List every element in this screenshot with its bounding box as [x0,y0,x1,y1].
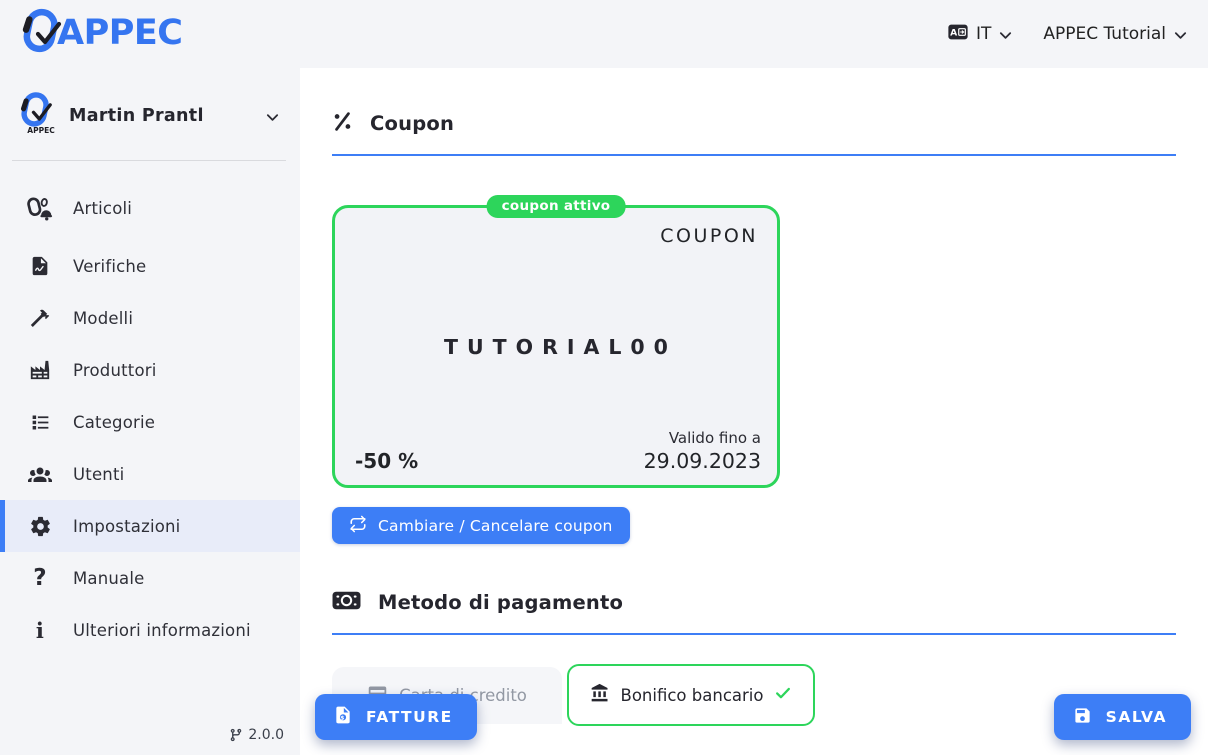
sidebar-item-produttori[interactable]: Produttori [0,344,300,396]
payment-method-tabs: Carta di credito Bonifico bancario [332,664,1176,726]
coupon-code: TUTORIAL00 [444,334,677,359]
svg-text:APPEC: APPEC [27,126,55,135]
top-header: APPEC A IT APPEC Tutorial [0,0,1208,68]
change-cancel-coupon-label: Cambiare / Cancelare coupon [378,516,613,535]
translate-icon: A [947,21,969,48]
sidebar-item-ulteriori-informazioni[interactable]: i Ulteriori informazioni [0,604,300,656]
coupon-validity: Valido fino a 29.09.2023 [644,429,761,473]
sidebar-item-label: Articoli [73,198,133,218]
valid-until-date: 29.09.2023 [643,449,761,473]
coupon-card: coupon attivo COUPON TUTORIAL00 -50 % Va… [332,195,780,488]
carabiner-logo-small-icon: APPEC [16,91,56,141]
sidebar-divider [12,160,286,161]
info-icon: i [35,617,45,643]
sidebar-item-label: Ulteriori informazioni [73,620,251,640]
version-label: 2.0.0 [248,727,284,743]
change-cancel-coupon-button[interactable]: Cambiare / Cancelare coupon [332,507,630,544]
language-selector[interactable]: A IT [947,21,1013,48]
users-icon [23,462,57,486]
coupon-discount: -50 % [355,449,419,473]
tab-label: Bonifico bancario [620,685,764,705]
climbing-gear-icon [23,196,57,221]
fatture-label: FATTURE [366,708,453,726]
tab-bonifico-bancario[interactable]: Bonifico bancario [567,664,815,726]
factory-icon [23,359,57,381]
salva-button[interactable]: SALVA [1053,694,1191,740]
coupon-section-title: Coupon [370,111,455,135]
question-icon: ? [33,565,47,591]
coupon-card-heading: COUPON [660,225,758,247]
coupon-section-header: Coupon [332,108,1176,138]
percent-icon [332,111,353,136]
sidebar-item-label: Impostazioni [73,516,181,536]
sidebar-nav: Articoli Verifiche Modelli Produttori [0,182,300,656]
banknote-icon [332,590,361,615]
sidebar-item-manuale[interactable]: ? Manuale [0,552,300,604]
sidebar-item-label: Categorie [73,412,156,432]
payment-section-header: Metodo di pagamento [332,587,1176,617]
list-icon [23,412,57,433]
sidebar-item-label: Manuale [73,568,145,588]
coupon-section: Coupon coupon attivo COUPON TUTORIAL00 -… [332,108,1176,544]
repeat-icon [349,515,367,537]
coupon-active-badge: coupon attivo [486,195,626,218]
sidebar-item-label: Utenti [73,464,125,484]
chevron-down-icon [1174,31,1187,39]
valid-until-label: Valido fino a [668,429,761,447]
salva-label: SALVA [1105,708,1167,726]
header-controls: A IT APPEC Tutorial [947,21,1188,48]
gear-icon [23,515,57,538]
sidebar-item-articoli[interactable]: Articoli [0,182,300,234]
invoice-icon: $ [333,705,353,729]
account-selector[interactable]: APPEC Tutorial [1043,24,1188,44]
sidebar-item-utenti[interactable]: Utenti [0,448,300,500]
app-version: 2.0.0 [229,727,284,743]
sidebar-item-modelli[interactable]: Modelli [0,292,300,344]
payment-section-title: Metodo di pagamento [378,590,624,614]
sidebar-item-verifiche[interactable]: Verifiche [0,240,300,292]
user-name: Martin Prantl [69,106,204,126]
save-icon [1073,706,1092,729]
sidebar-item-impostazioni[interactable]: Impostazioni [0,500,300,552]
sidebar: APPEC Martin Prantl Articoli [0,68,300,755]
account-label: APPEC Tutorial [1043,24,1166,44]
hammer-icon [23,307,57,329]
main-content: Coupon coupon attivo COUPON TUTORIAL00 -… [300,68,1208,755]
sidebar-item-label: Modelli [73,308,134,328]
fatture-button[interactable]: $ FATTURE [315,694,477,740]
sidebar-item-categorie[interactable]: Categorie [0,396,300,448]
sidebar-item-label: Verifiche [73,256,147,276]
section-divider [332,154,1176,156]
payment-section: Metodo di pagamento Carta di credito Bon… [332,587,1176,726]
chevron-down-icon [266,113,279,121]
git-branch-icon [231,728,242,742]
svg-text:A: A [950,27,958,38]
language-label: IT [975,24,992,44]
section-divider [332,633,1176,635]
app-logo[interactable]: APPEC [16,6,183,62]
coupon-card-footer: -50 % Valido fino a 29.09.2023 [355,429,761,473]
carabiner-logo-icon [16,6,66,62]
bank-icon [590,683,610,707]
inspection-report-icon [23,255,57,277]
chevron-down-icon [1000,31,1012,39]
sidebar-user-menu[interactable]: APPEC Martin Prantl [0,68,300,140]
check-icon [774,684,792,706]
sidebar-item-label: Produttori [73,360,157,380]
logo-wordmark: APPEC [57,13,183,53]
svg-text:$: $ [340,715,345,721]
